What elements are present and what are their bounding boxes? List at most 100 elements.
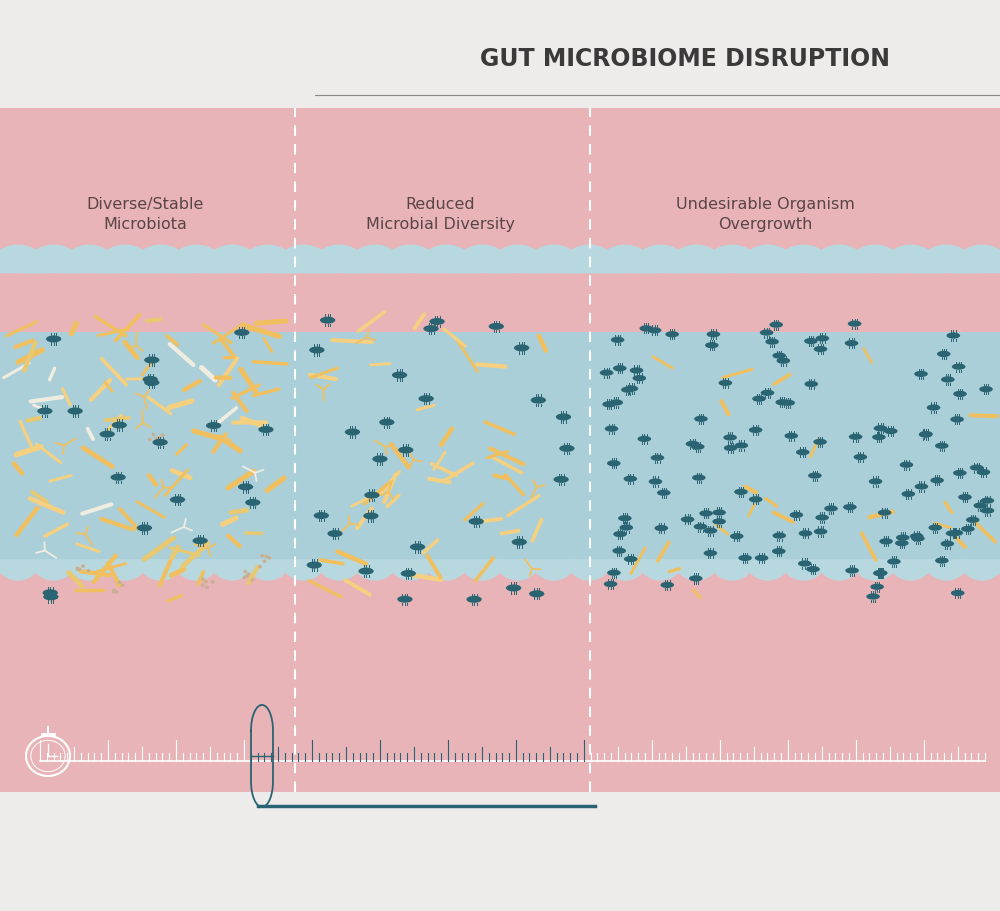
Ellipse shape (621, 387, 635, 394)
Polygon shape (238, 246, 298, 273)
Ellipse shape (681, 517, 694, 523)
Polygon shape (881, 246, 941, 273)
Ellipse shape (914, 372, 928, 377)
Circle shape (157, 436, 161, 440)
Ellipse shape (845, 341, 858, 347)
Polygon shape (210, 560, 254, 580)
Circle shape (75, 567, 79, 570)
Ellipse shape (953, 392, 967, 397)
Ellipse shape (238, 484, 253, 491)
Circle shape (201, 584, 205, 588)
Polygon shape (202, 246, 262, 273)
Ellipse shape (419, 395, 434, 403)
Ellipse shape (874, 570, 888, 577)
Ellipse shape (769, 322, 783, 329)
Bar (0, 273, 1000, 333)
Polygon shape (853, 560, 897, 580)
Polygon shape (603, 560, 647, 580)
Ellipse shape (137, 525, 152, 532)
Ellipse shape (878, 510, 891, 517)
Polygon shape (389, 560, 433, 580)
Circle shape (260, 555, 264, 558)
Ellipse shape (966, 517, 980, 523)
Ellipse shape (869, 479, 882, 485)
Ellipse shape (660, 582, 674, 589)
Ellipse shape (919, 432, 933, 437)
Ellipse shape (879, 538, 893, 545)
Ellipse shape (489, 323, 504, 331)
Ellipse shape (927, 405, 940, 411)
Polygon shape (889, 560, 933, 580)
Ellipse shape (410, 544, 425, 551)
Ellipse shape (796, 450, 810, 456)
Ellipse shape (258, 426, 274, 434)
Ellipse shape (345, 429, 360, 436)
Ellipse shape (429, 319, 445, 325)
Polygon shape (59, 246, 119, 273)
Ellipse shape (760, 330, 773, 336)
Ellipse shape (624, 557, 638, 563)
Ellipse shape (873, 570, 887, 577)
Ellipse shape (761, 390, 774, 396)
Circle shape (242, 576, 246, 579)
Polygon shape (845, 246, 905, 273)
Polygon shape (710, 560, 754, 580)
Ellipse shape (648, 328, 661, 334)
Ellipse shape (657, 490, 671, 496)
Polygon shape (567, 560, 611, 580)
Ellipse shape (245, 499, 260, 507)
Circle shape (121, 584, 124, 588)
Ellipse shape (749, 496, 762, 503)
Text: Reduced
Microbial Diversity: Reduced Microbial Diversity (366, 197, 514, 231)
Ellipse shape (600, 370, 613, 376)
Ellipse shape (699, 511, 713, 517)
Ellipse shape (884, 428, 898, 435)
Ellipse shape (553, 476, 569, 484)
Ellipse shape (506, 585, 521, 592)
Ellipse shape (808, 473, 822, 479)
Polygon shape (317, 560, 361, 580)
Circle shape (263, 559, 267, 563)
Polygon shape (809, 246, 869, 273)
Ellipse shape (67, 408, 83, 415)
Circle shape (148, 438, 152, 442)
Ellipse shape (947, 333, 960, 339)
Ellipse shape (401, 570, 416, 578)
Ellipse shape (43, 589, 58, 597)
Polygon shape (67, 560, 111, 580)
Polygon shape (452, 246, 512, 273)
Ellipse shape (724, 445, 737, 452)
Ellipse shape (887, 558, 901, 565)
Ellipse shape (974, 503, 987, 509)
Ellipse shape (930, 477, 944, 484)
Polygon shape (702, 246, 762, 273)
Polygon shape (24, 246, 84, 273)
Polygon shape (95, 246, 155, 273)
Ellipse shape (514, 345, 529, 352)
Ellipse shape (772, 533, 786, 539)
Ellipse shape (665, 332, 679, 338)
Ellipse shape (845, 568, 859, 574)
Polygon shape (524, 246, 584, 273)
Ellipse shape (170, 496, 185, 504)
Circle shape (258, 565, 262, 568)
Ellipse shape (806, 567, 820, 573)
Ellipse shape (651, 456, 664, 461)
Ellipse shape (611, 337, 624, 343)
Ellipse shape (777, 358, 790, 364)
Ellipse shape (953, 470, 967, 476)
Ellipse shape (607, 461, 621, 466)
Ellipse shape (902, 491, 915, 497)
Polygon shape (174, 560, 218, 580)
Ellipse shape (981, 508, 994, 514)
Ellipse shape (775, 400, 789, 406)
Ellipse shape (206, 423, 221, 430)
Ellipse shape (689, 576, 703, 582)
Ellipse shape (398, 447, 413, 454)
Polygon shape (416, 246, 476, 273)
Ellipse shape (307, 562, 322, 568)
Ellipse shape (911, 536, 925, 542)
Ellipse shape (941, 377, 955, 384)
Circle shape (112, 590, 116, 594)
Ellipse shape (950, 530, 963, 537)
